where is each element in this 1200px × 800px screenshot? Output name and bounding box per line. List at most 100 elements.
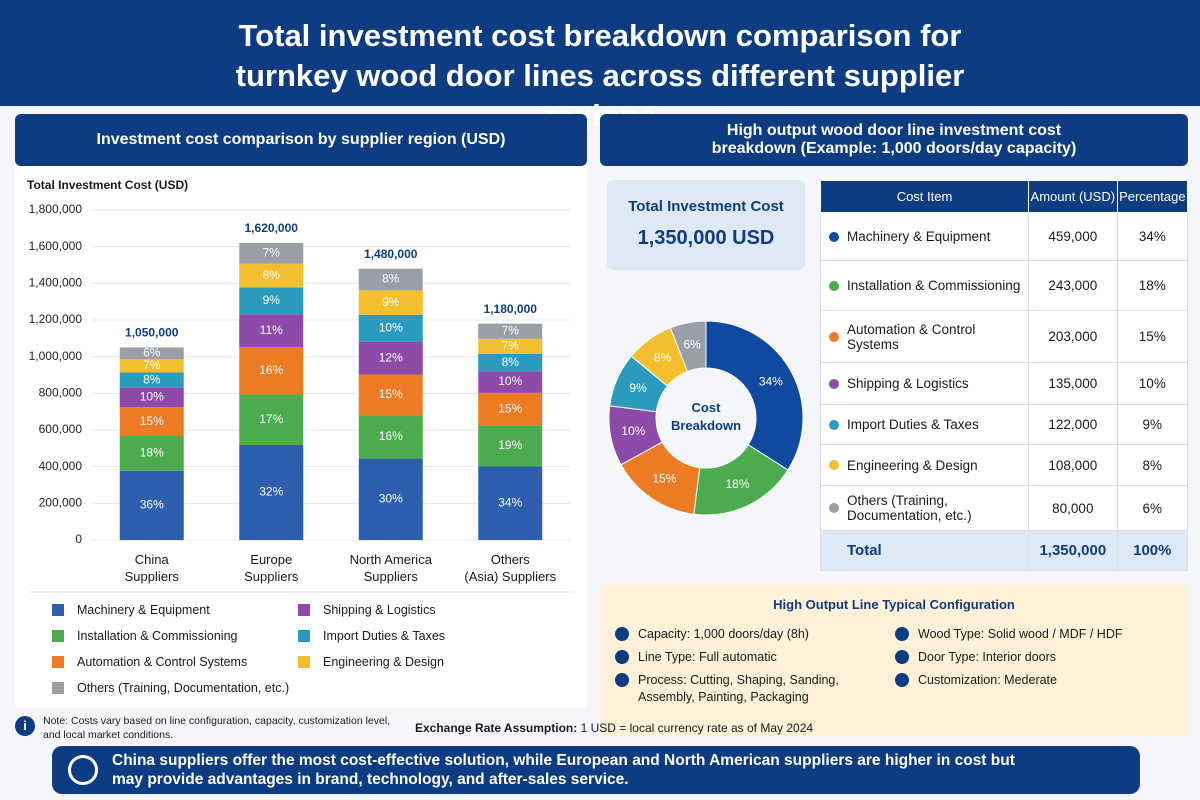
target-icon (68, 755, 98, 785)
cost-table: Cost Item Amount (USD) Percentage Machinery… (820, 180, 1189, 571)
table-cell: Machinery & Equipment (820, 212, 1029, 261)
total-box-label: Total Investment Cost (628, 198, 784, 215)
segment-label: 8% (502, 355, 520, 369)
slice-label: 34% (759, 375, 783, 389)
cost-item: Others (Training, Documentation, etc.) (847, 493, 972, 523)
x-tick-label: Europe Suppliers (244, 552, 299, 584)
segment-label: 15% (379, 387, 403, 401)
total-box: Total Investment Cost 1,350,000 USD (607, 180, 805, 270)
table-total-cell: Total (820, 530, 1029, 571)
segment-label: 16% (259, 363, 283, 377)
segment-label: 30% (379, 491, 403, 505)
slice-label: 15% (652, 471, 676, 485)
config-value: 1,000 doors/day (8h) (693, 627, 809, 641)
config-item: Customization: Mederate (895, 672, 1188, 689)
bar-segment (239, 287, 304, 315)
total-box-value: 1,350,000 USD (637, 227, 775, 249)
config-label: Process: (638, 673, 687, 687)
amount: 108,000 (1048, 457, 1098, 473)
table-cell: 459,000 (1028, 212, 1118, 261)
bar-chart-title: Investment cost comparison by supplier r… (15, 114, 587, 166)
percentage: 18% (1138, 278, 1166, 293)
cost-item: Engineering & Design (847, 457, 978, 473)
legend-label: Automation & Control Systems (77, 655, 248, 669)
config-item: Capacity: 1,000 doors/day (8h) (615, 626, 878, 643)
check-icon (895, 673, 909, 687)
total-label: 1,620,000 (245, 221, 299, 235)
config-label: Wood Type: (918, 627, 985, 641)
bar-segment (358, 314, 423, 342)
note-text: Costs vary based on line configuration, … (43, 715, 391, 741)
legend-label: Shipping & Logistics (323, 603, 436, 617)
config-value: Cutting, Shaping, Sanding, Assembly, Pai… (638, 673, 839, 704)
table-row: Installation & Commissioning 243,000 18% (820, 260, 1189, 311)
table-cell: 6% (1116, 485, 1189, 531)
legend-swatch (52, 604, 64, 616)
row-bullet (829, 378, 839, 389)
y-tick-label: 600,000 (39, 422, 83, 436)
segment-label: 7% (143, 358, 161, 372)
note-label: Note: (43, 715, 69, 727)
bar-segment (478, 371, 543, 393)
table-cell: Engineering & Design (820, 444, 1029, 486)
table-cell: Shipping & Logistics (820, 362, 1029, 405)
footer-text: China suppliers offer the most cost-effe… (112, 752, 1015, 788)
y-tick-label: 1,800,000 (29, 202, 83, 216)
config-box: High Output Line Typical Configuration C… (600, 584, 1188, 736)
segment-label: 34% (498, 495, 522, 509)
slice-label: 9% (629, 381, 647, 395)
bar-segment (358, 374, 423, 416)
cost-item: Installation & Commissioning (847, 278, 1021, 293)
table-header-cell: Amount (USD) (1028, 180, 1118, 213)
y-tick-label: 800,000 (39, 386, 83, 400)
donut-slice (669, 320, 707, 373)
check-icon (895, 627, 909, 641)
bar-segment (239, 263, 304, 288)
segment-label: 10% (498, 374, 522, 388)
bar-segment (358, 458, 423, 540)
config-value: Solid wood / MDF / HDF (987, 627, 1123, 641)
table-cell: 135,000 (1028, 362, 1118, 405)
bar-segment (358, 341, 423, 375)
table-cell: 108,000 (1028, 444, 1118, 486)
table-cell: 34% (1116, 212, 1189, 261)
table-cell: 9% (1116, 404, 1189, 445)
info-icon: i (15, 716, 35, 736)
cost-item: Import Duties & Taxes (847, 417, 979, 432)
table-row: Others (Training, Documentation, etc.) 80… (820, 485, 1189, 531)
bar-segment (478, 338, 543, 354)
legend-swatch (52, 656, 64, 668)
amount: 135,000 (1048, 376, 1098, 391)
y-tick-label: 1,400,000 (29, 276, 83, 290)
legend-swatch (298, 630, 310, 642)
segment-label: 7% (502, 339, 520, 353)
legend-label: Others (Training, Documentation, etc.) (77, 681, 290, 695)
y-tick-label: 400,000 (39, 459, 83, 473)
bar-segment (239, 394, 304, 445)
table-row: Machinery & Equipment 459,000 34% (820, 212, 1189, 261)
segment-label: 9% (382, 295, 400, 309)
slice-label: 18% (725, 477, 749, 491)
config-item: Line Type: Full automatic (615, 649, 878, 666)
bar-segment (119, 470, 184, 540)
exchange-text: 1 USD = local currency rate as of May 20… (580, 721, 814, 735)
bar-segment (478, 425, 543, 467)
segment-label: 18% (140, 446, 164, 460)
percentage: 10% (1138, 376, 1166, 391)
table-total-cell: 1,350,000 (1028, 530, 1118, 571)
amount: 203,000 (1048, 329, 1098, 344)
table-cell: 203,000 (1028, 310, 1118, 363)
y-axis-label: Total Investment Cost (USD) (27, 178, 189, 192)
footer: China suppliers offer the most cost-effe… (52, 746, 1140, 794)
segment-label: 9% (263, 293, 281, 307)
row-bullet (829, 503, 839, 513)
bar-segment (119, 372, 184, 388)
segment-label: 7% (502, 323, 520, 337)
config-title: High Output Line Typical Configuration (773, 597, 1015, 612)
exchange-label: Exchange Rate Assumption: (415, 721, 578, 735)
y-tick-label: 1,600,000 (29, 239, 83, 253)
legend-label: Installation & Commissioning (77, 629, 238, 643)
row-bullet (829, 231, 839, 242)
bar-segment (358, 290, 423, 315)
